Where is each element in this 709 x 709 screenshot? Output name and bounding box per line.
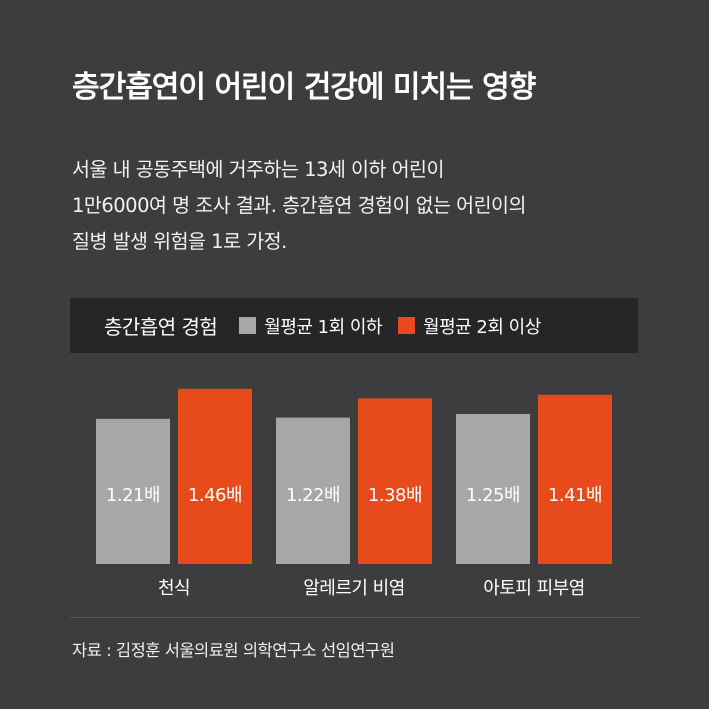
- description-line-3: 질병 발생 위험을 1로 가정.: [72, 230, 287, 253]
- bar-value-label-3-series-1: 1.25배: [466, 485, 520, 506]
- bar-value-label-2-series-2: 1.38배: [368, 485, 422, 506]
- page-title: 층간흡연이 어린이 건강에 미치는 영향: [72, 70, 536, 105]
- legend-swatch-orange: [398, 317, 416, 334]
- bar-value-label-1-series-1: 1.21배: [106, 485, 160, 506]
- legend-item-series-2: 월평균 2회 이상: [398, 313, 541, 339]
- bar-value-label-3-series-2: 1.41배: [548, 485, 602, 506]
- divider: [70, 617, 640, 618]
- bar-2-series-2: [358, 398, 432, 564]
- description-line-1: 서울 내 공동주택에 거주하는 13세 이하 어린이: [72, 158, 444, 181]
- legend-swatch-gray: [239, 317, 257, 334]
- bar-1-series-1: [96, 418, 170, 564]
- legend-title: 층간흡연 경험: [104, 315, 218, 339]
- legend-label-series-1: 월평균 1회 이하: [264, 316, 383, 338]
- bar-1-series-2: [178, 388, 252, 564]
- legend-label-series-2: 월평균 2회 이상: [423, 316, 541, 338]
- bar-3-series-2: [538, 394, 612, 564]
- legend: 층간흡연 경험 월평균 1회 이하 월평균 2회 이상: [70, 298, 638, 353]
- description: 서울 내 공동주택에 거주하는 13세 이하 어린이 1만6000여 명 조사 …: [72, 152, 662, 260]
- description-line-2: 1만6000여 명 조사 결과. 층간흡연 경험이 없는 어린이의: [72, 194, 526, 217]
- category-label-2: 알레르기 비염: [303, 578, 405, 599]
- category-label-3: 아토피 피부염: [483, 578, 585, 599]
- bar-value-label-1-series-2: 1.46배: [188, 485, 242, 506]
- bar-3-series-1: [456, 414, 530, 564]
- category-label-1: 천식: [158, 578, 190, 599]
- bar-2-series-1: [276, 417, 350, 564]
- legend-item-series-1: 월평균 1회 이하: [239, 313, 383, 339]
- bar-value-label-2-series-1: 1.22배: [286, 485, 340, 506]
- source-note: 자료 : 김정훈 서울의료원 의학연구소 선임연구원: [72, 641, 395, 660]
